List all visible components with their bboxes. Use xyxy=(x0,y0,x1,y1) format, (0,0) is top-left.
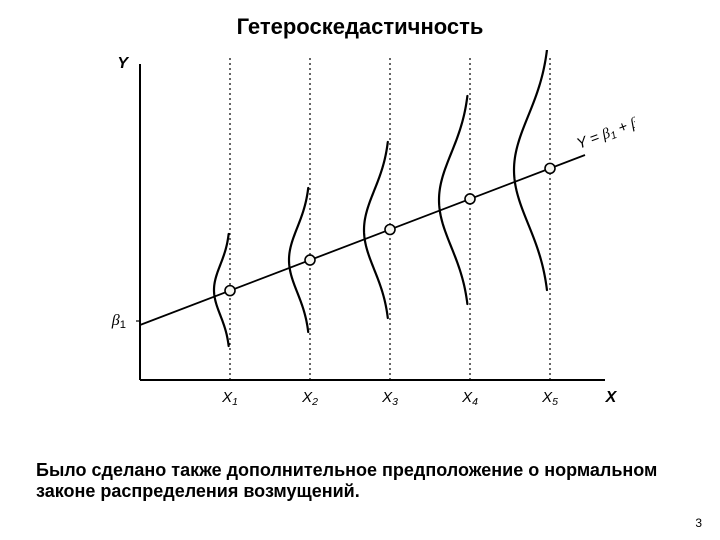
svg-text:Y: Y xyxy=(117,55,129,72)
caption-text: Было сделано также дополнительное предпо… xyxy=(36,460,684,502)
page-title: Гетероскедастичность xyxy=(0,14,720,40)
page-number: 3 xyxy=(695,516,702,530)
svg-text:X: X xyxy=(605,389,618,406)
heteroskedasticity-diagram: Yβ1Y = β1 + β2XX1X2X3X4X5X xyxy=(95,50,635,430)
